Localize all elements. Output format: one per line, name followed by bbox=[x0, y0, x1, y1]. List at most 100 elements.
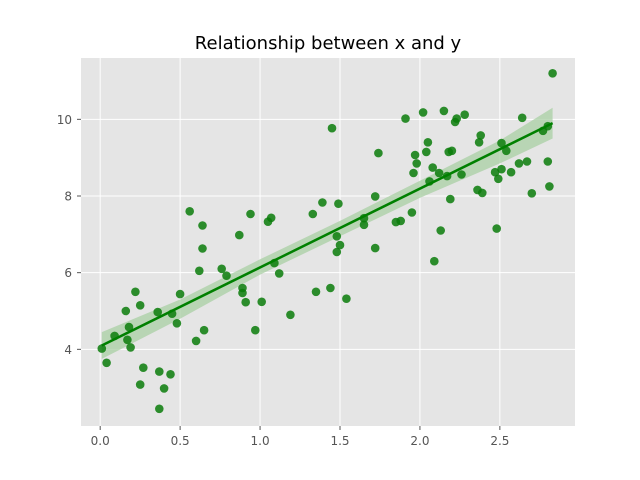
data-point bbox=[131, 287, 140, 297]
data-point bbox=[436, 226, 446, 235]
x-tick-label: 1.0 bbox=[251, 434, 270, 448]
data-point bbox=[506, 167, 516, 177]
data-point bbox=[476, 131, 486, 140]
data-point bbox=[246, 209, 255, 219]
data-point bbox=[447, 146, 457, 156]
data-point bbox=[359, 220, 369, 230]
data-point bbox=[155, 367, 164, 376]
data-point bbox=[139, 363, 148, 373]
data-point bbox=[446, 194, 455, 204]
data-point bbox=[166, 370, 175, 379]
data-point bbox=[286, 310, 295, 320]
data-point bbox=[410, 150, 420, 160]
y-tick-label: 10 bbox=[57, 113, 72, 127]
data-point bbox=[121, 306, 131, 316]
data-point bbox=[545, 182, 554, 191]
y-tick-label: 8 bbox=[64, 190, 72, 204]
data-point bbox=[374, 148, 383, 158]
data-point bbox=[185, 207, 194, 216]
data-point bbox=[175, 289, 185, 299]
data-point bbox=[334, 199, 343, 208]
data-point bbox=[423, 138, 433, 147]
data-point bbox=[335, 240, 345, 250]
x-axis-ticks: 0.0 0.5 1.0 1.5 2.0 2.5 bbox=[91, 426, 509, 448]
data-point bbox=[318, 198, 327, 207]
scatter-points bbox=[97, 69, 557, 414]
data-point bbox=[332, 247, 342, 257]
x-tick-label: 2.0 bbox=[410, 434, 429, 448]
data-point bbox=[409, 168, 418, 178]
data-point bbox=[172, 319, 182, 328]
data-point bbox=[517, 113, 527, 123]
data-point bbox=[266, 213, 276, 223]
data-point bbox=[439, 106, 449, 116]
grid-lines bbox=[81, 58, 575, 426]
data-point bbox=[135, 380, 145, 389]
data-point bbox=[241, 297, 250, 307]
data-point bbox=[257, 297, 267, 307]
data-point bbox=[418, 108, 428, 117]
data-point bbox=[457, 170, 466, 179]
data-point bbox=[326, 283, 335, 293]
data-point bbox=[460, 110, 470, 119]
data-point bbox=[135, 301, 145, 310]
data-point bbox=[370, 243, 380, 253]
data-point bbox=[342, 294, 351, 304]
data-point bbox=[497, 164, 506, 174]
data-point bbox=[422, 147, 431, 157]
data-point bbox=[235, 230, 244, 240]
x-tick-label: 0.5 bbox=[171, 434, 190, 448]
regression-line-group bbox=[101, 122, 554, 347]
data-point bbox=[126, 343, 135, 352]
data-point bbox=[124, 322, 134, 332]
data-point bbox=[198, 244, 207, 253]
data-point bbox=[217, 264, 226, 274]
data-point bbox=[492, 224, 502, 233]
x-tick-label: 1.5 bbox=[330, 434, 349, 448]
data-point bbox=[548, 69, 557, 78]
data-point bbox=[502, 146, 511, 156]
data-point bbox=[327, 123, 337, 133]
data-point bbox=[308, 209, 318, 219]
data-point bbox=[238, 288, 247, 298]
x-tick-label: 2.5 bbox=[490, 434, 509, 448]
data-point bbox=[478, 188, 487, 198]
data-point bbox=[332, 232, 342, 241]
data-point bbox=[199, 325, 209, 335]
data-point bbox=[274, 269, 284, 278]
y-tick-label: 4 bbox=[64, 343, 72, 357]
data-point bbox=[527, 189, 537, 198]
data-point bbox=[434, 168, 444, 178]
data-point bbox=[514, 159, 524, 168]
y-axis-ticks: 4 6 8 10 bbox=[57, 113, 81, 357]
data-point bbox=[123, 335, 132, 345]
data-point bbox=[370, 192, 380, 201]
data-point bbox=[430, 256, 439, 266]
data-point bbox=[494, 174, 503, 184]
data-point bbox=[191, 336, 201, 346]
data-point bbox=[407, 208, 417, 217]
data-point bbox=[97, 344, 107, 353]
data-point bbox=[153, 307, 162, 317]
data-point bbox=[195, 266, 204, 276]
data-point bbox=[311, 287, 321, 297]
data-point bbox=[497, 138, 506, 148]
x-tick-label: 0.0 bbox=[91, 434, 110, 448]
data-point bbox=[155, 404, 164, 414]
data-point bbox=[452, 114, 462, 123]
data-point bbox=[251, 325, 260, 335]
data-point bbox=[543, 157, 553, 166]
data-point bbox=[474, 138, 484, 147]
chart-title: Relationship between x and y bbox=[195, 33, 462, 54]
data-point bbox=[159, 384, 169, 393]
data-point bbox=[412, 159, 422, 168]
data-point bbox=[222, 271, 231, 281]
regression-line bbox=[101, 122, 554, 347]
data-point bbox=[428, 163, 438, 172]
data-point bbox=[396, 216, 406, 226]
data-point bbox=[490, 167, 500, 177]
data-point bbox=[401, 114, 410, 123]
data-point bbox=[198, 221, 207, 230]
data-point bbox=[522, 157, 532, 166]
